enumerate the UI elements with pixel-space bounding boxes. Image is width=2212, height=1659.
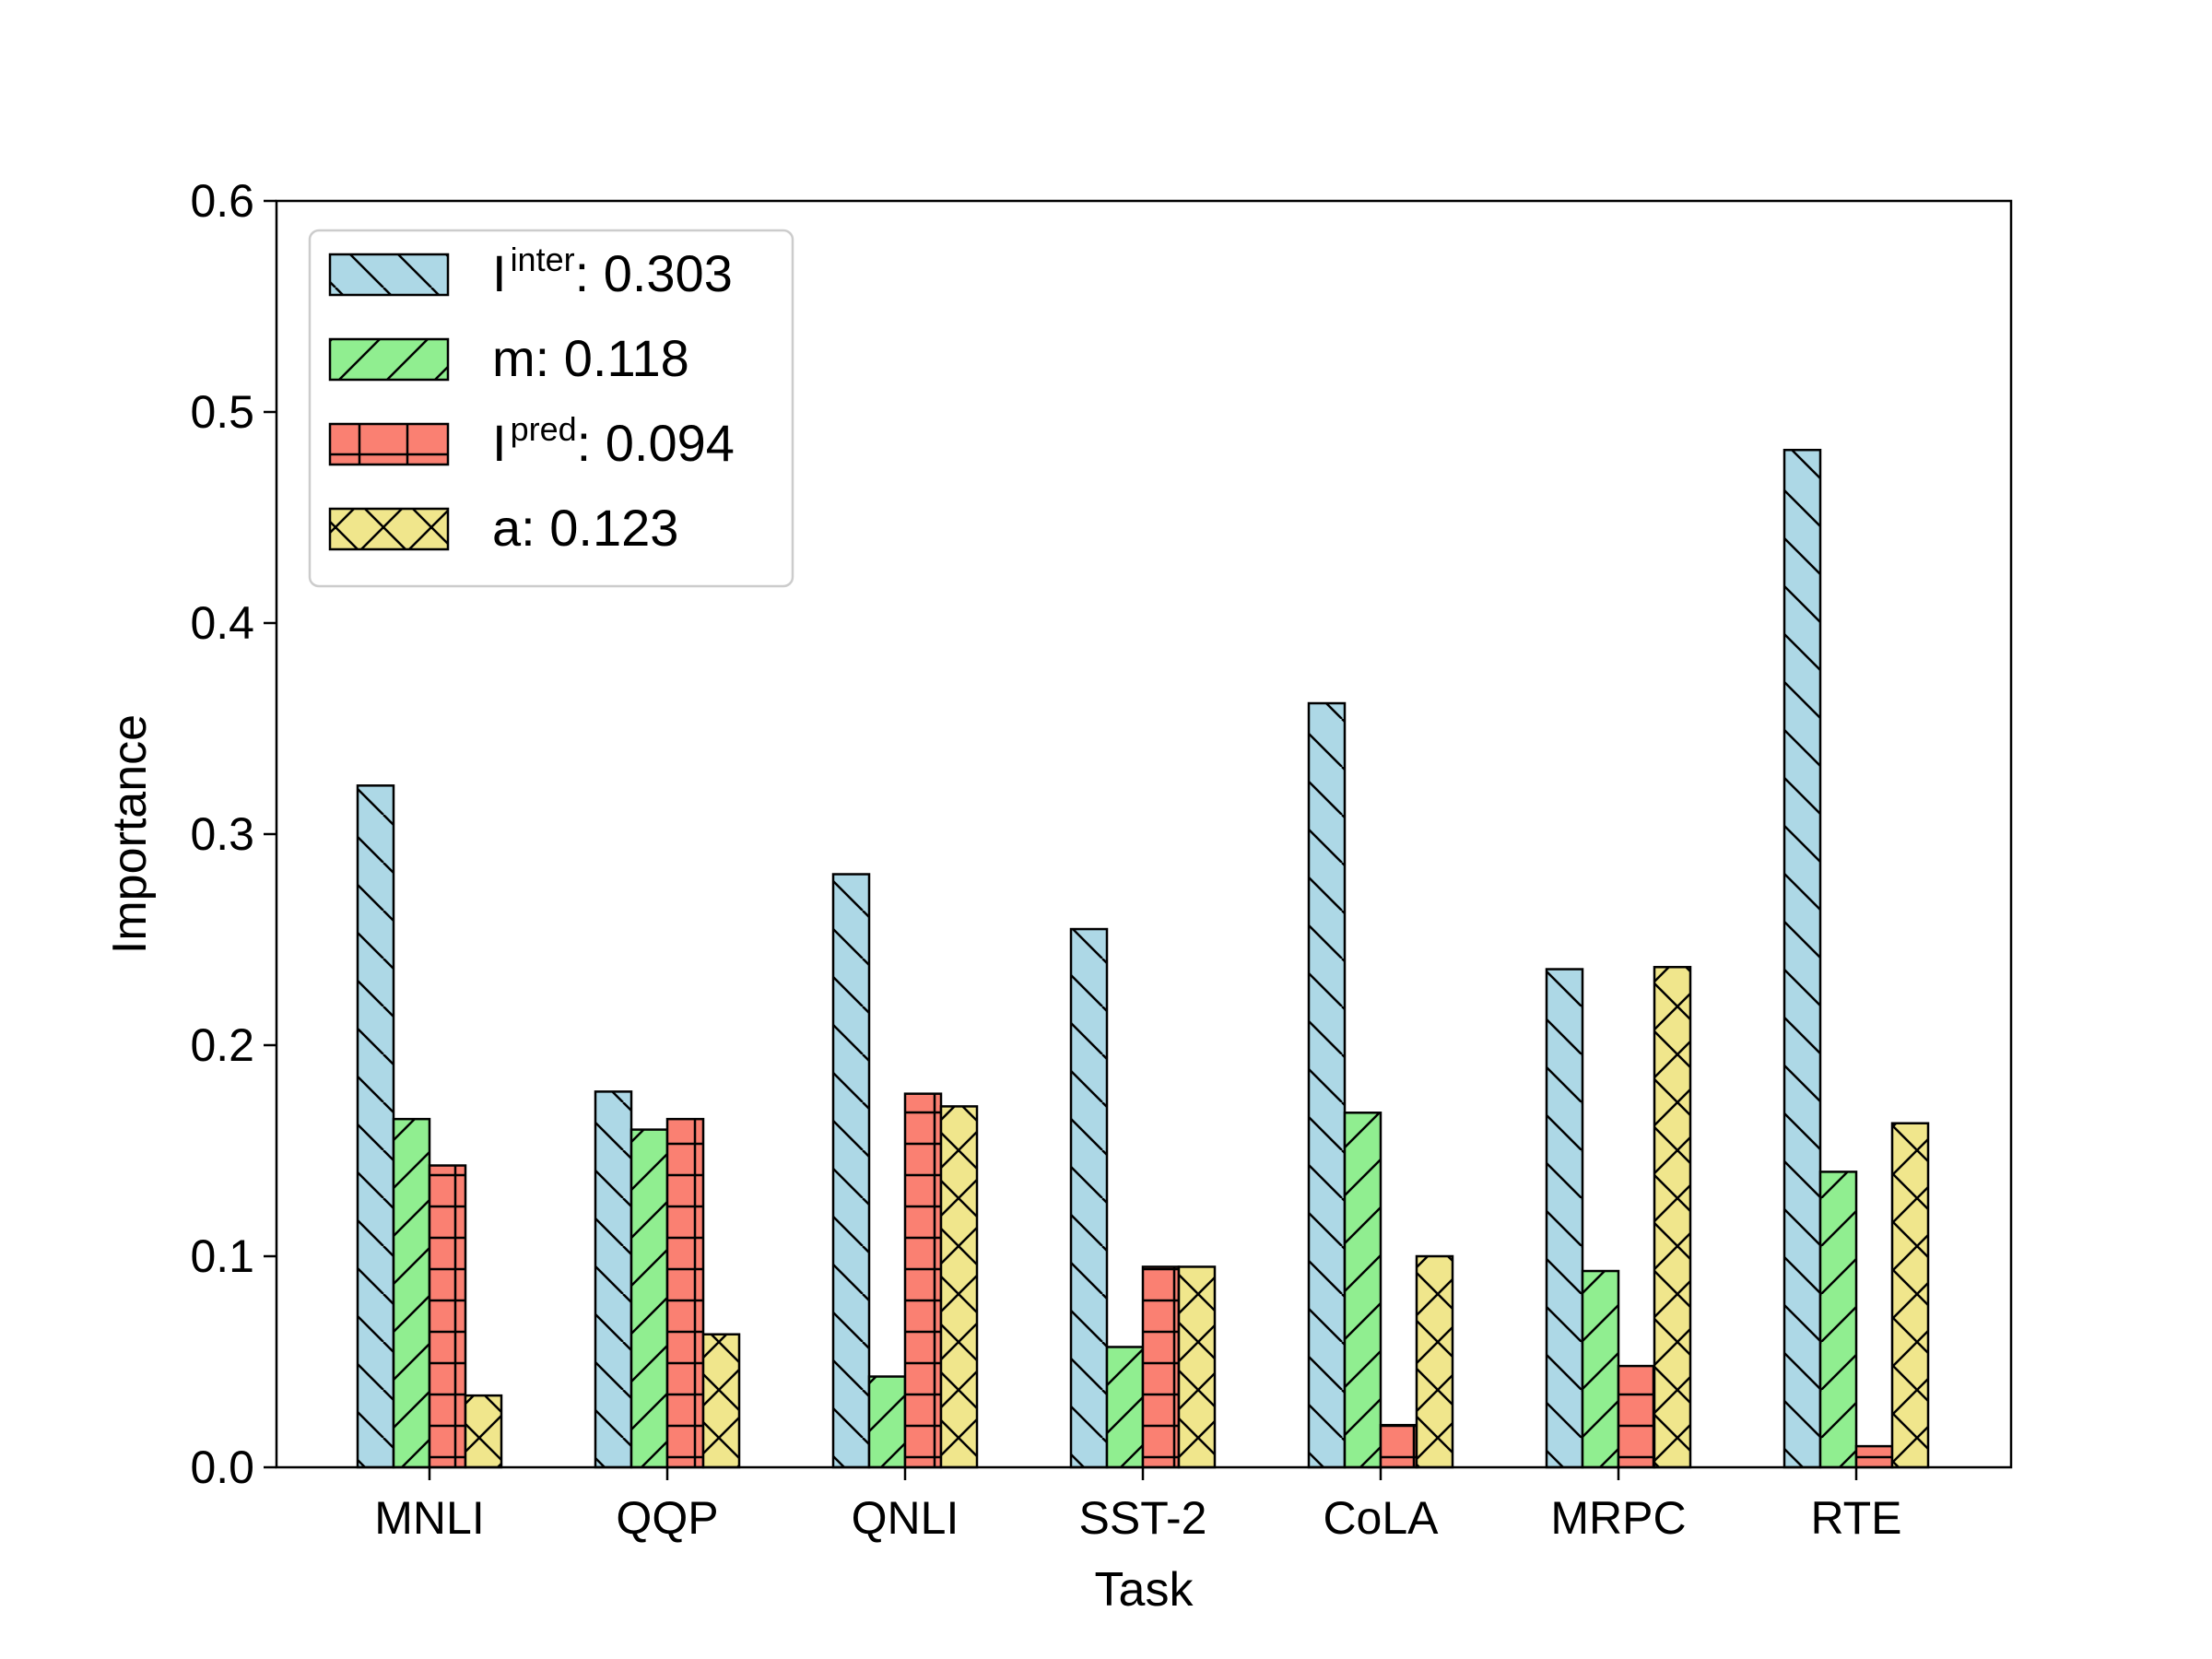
legend-entry: a: 0.123 — [328, 499, 678, 557]
x-tick-label: RTE — [1810, 1492, 1901, 1544]
bar — [1545, 968, 1584, 1469]
bar — [392, 1117, 431, 1469]
bar — [1581, 1269, 1620, 1469]
bar — [1890, 1122, 1930, 1469]
bar — [428, 1164, 467, 1469]
y-tick-label: 0.4 — [190, 597, 254, 649]
y-axis-label: Importance — [103, 714, 157, 954]
bar — [1783, 448, 1822, 1469]
bars-layer — [356, 448, 1930, 1469]
bar — [831, 873, 871, 1469]
x-tick-label: QQP — [616, 1492, 718, 1544]
y-tick-label: 0.3 — [190, 808, 254, 860]
y-tick-label: 0.1 — [190, 1230, 254, 1282]
y-tick-label: 0.5 — [190, 386, 254, 438]
y-tick-label: 0.0 — [190, 1441, 254, 1493]
bar — [1818, 1171, 1858, 1469]
bar — [939, 1105, 979, 1469]
bar — [867, 1375, 907, 1469]
bar — [903, 1092, 943, 1469]
bar — [1415, 1254, 1454, 1469]
x-axis: MNLI QQP QNLI SST-2 CoLA MRPC RTE — [374, 1467, 1902, 1544]
bar — [594, 1090, 633, 1469]
legend-frame — [308, 229, 794, 588]
legend-label: a: 0.123 — [492, 499, 678, 557]
bar — [464, 1394, 503, 1469]
bar — [1854, 1444, 1894, 1469]
legend-label: m: 0.118 — [492, 329, 689, 387]
x-axis-label: Task — [1095, 1563, 1194, 1617]
bar — [1617, 1364, 1656, 1469]
bar — [1653, 966, 1692, 1469]
y-tick-label: 0.2 — [190, 1019, 254, 1071]
bar — [1177, 1265, 1217, 1469]
bar — [1343, 1112, 1382, 1469]
bar — [1141, 1265, 1181, 1469]
bar — [1379, 1423, 1418, 1469]
x-tick-label: CoLA — [1323, 1492, 1439, 1544]
legend-entry: m: 0.118 — [328, 329, 689, 387]
bar — [1069, 927, 1109, 1469]
x-tick-label: SST-2 — [1079, 1492, 1207, 1544]
bar — [629, 1128, 669, 1469]
x-tick-label: QNLI — [852, 1492, 959, 1544]
x-tick-label: MNLI — [374, 1492, 484, 1544]
y-axis: 0.0 0.1 0.2 0.3 0.4 0.5 0.6 — [190, 175, 276, 1493]
bar — [701, 1333, 741, 1469]
bar — [665, 1117, 705, 1469]
x-tick-label: MRPC — [1550, 1492, 1686, 1544]
bar — [1105, 1346, 1145, 1469]
bar — [1307, 701, 1347, 1469]
bar — [356, 784, 395, 1469]
y-tick-label: 0.6 — [190, 175, 254, 227]
